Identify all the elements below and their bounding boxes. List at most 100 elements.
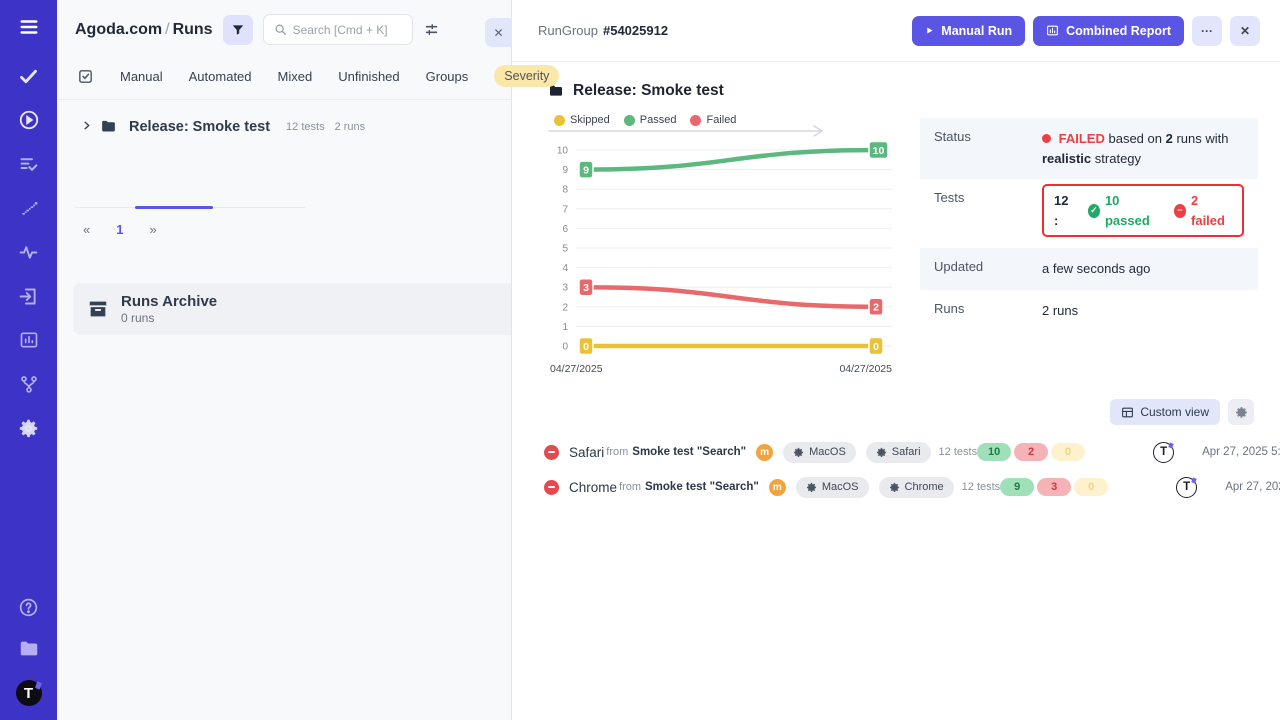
chart-plot-area: 0 1 2 3 4 5 6 7 8 9 10 0 0 9 10 3 2 xyxy=(557,140,892,356)
tab-severity[interactable]: Severity xyxy=(494,65,560,87)
projects-folder-icon[interactable] xyxy=(18,638,40,660)
legend-passed[interactable]: Passed xyxy=(623,114,676,126)
svg-text:7: 7 xyxy=(562,204,568,215)
result-counts: 10 2 0 xyxy=(977,443,1086,461)
tab-groups[interactable]: Groups xyxy=(425,68,469,84)
folder-icon xyxy=(100,118,117,135)
run-group-status-table: Status FAILED based on 2 runs with reali… xyxy=(920,118,1258,375)
svg-text:4: 4 xyxy=(562,263,568,274)
run-row-chrome[interactable]: Chrome from Smoke test "Search" m MacOS … xyxy=(512,470,1280,504)
run-group-meta: 12 tests 2 runs xyxy=(286,121,375,133)
detail-title: Release: Smoke test xyxy=(573,82,724,99)
view-settings-gear-icon[interactable] xyxy=(1228,399,1254,425)
svg-text:5: 5 xyxy=(562,244,568,255)
more-options-button[interactable]: ··· xyxy=(1192,15,1222,46)
main-sidebar: T xyxy=(0,0,57,720)
tests-count: 12 tests xyxy=(286,120,325,133)
runs-play-circle-icon[interactable] xyxy=(18,109,40,131)
collapse-panel-button[interactable]: ✕ xyxy=(485,18,512,47)
chart-legend: Skipped Passed Failed xyxy=(554,114,736,126)
activity-pulse-icon[interactable] xyxy=(18,241,40,263)
run-timestamp: Apr 27, 2025 5:53 PM xyxy=(1225,481,1280,493)
passed-count-pill: 10 xyxy=(977,443,1012,461)
os-pill: MacOS xyxy=(795,476,869,498)
run-group-tree-item[interactable]: Release: Smoke test 12 tests 2 runs xyxy=(57,100,511,145)
archive-subtitle: 0 runs xyxy=(121,311,155,325)
page-1-button[interactable]: 1 xyxy=(116,222,124,237)
import-icon[interactable] xyxy=(18,285,40,307)
manual-badge: m xyxy=(756,443,774,461)
svg-text:10: 10 xyxy=(873,145,885,157)
tab-automated[interactable]: Automated xyxy=(188,68,252,84)
legend-failed[interactable]: Failed xyxy=(690,114,736,126)
legend-dot-icon xyxy=(623,114,635,126)
close-detail-button[interactable]: ✕ xyxy=(1230,15,1260,46)
select-all-checkbox-icon[interactable] xyxy=(77,68,94,85)
view-settings-sliders-icon[interactable] xyxy=(423,21,440,38)
passed-count-pill: 9 xyxy=(1000,478,1035,496)
breadcrumb-page: Runs xyxy=(172,20,213,38)
svg-text:0: 0 xyxy=(873,341,879,353)
chevron-right-icon[interactable] xyxy=(81,120,92,134)
browser-pill: Safari xyxy=(865,441,931,463)
avatar: T xyxy=(1153,441,1175,463)
svg-text:9: 9 xyxy=(583,164,589,176)
breadcrumb-project[interactable]: Agoda.com xyxy=(75,20,163,38)
runs-archive-item[interactable]: Runs Archive 0 runs xyxy=(73,283,511,335)
reports-bar-chart-icon[interactable] xyxy=(18,329,40,351)
status-badge: FAILED xyxy=(1058,131,1105,146)
failed-status-icon xyxy=(544,479,559,495)
folder-icon xyxy=(548,83,564,99)
svg-text:2: 2 xyxy=(562,302,568,313)
tests-row: Tests 12 : ✓ 10 passed −2 failed xyxy=(920,179,1258,248)
run-browser-name: Chrome xyxy=(569,479,618,495)
svg-text:8: 8 xyxy=(562,185,568,196)
result-counts: 9 3 0 xyxy=(1000,478,1109,496)
runs-row: Runs 2 runs xyxy=(920,290,1258,332)
updated-value: a few seconds ago xyxy=(1042,261,1151,276)
run-group-detail-panel: RunGroup #54025912 Manual Run Combined R… xyxy=(512,0,1280,720)
svg-text:10: 10 xyxy=(557,146,569,157)
archive-box-icon xyxy=(87,298,109,320)
test-plans-icon[interactable] xyxy=(18,153,40,175)
runs-trend-chart: Skipped Passed Failed 0 1 2 3 4 5 6 7 8 9 10 0 0 9 10 3 2 … xyxy=(546,114,902,375)
tests-check-icon[interactable] xyxy=(18,65,40,87)
prev-page-button[interactable]: « xyxy=(83,222,91,237)
run-row-safari[interactable]: Safari from Smoke test "Search" m MacOS … xyxy=(512,435,1280,469)
next-page-button[interactable]: » xyxy=(149,222,157,237)
runs-list-panel: Agoda.com/Runs Manual Automated Mixed Un… xyxy=(57,0,560,720)
status-row: Status FAILED based on 2 runs with reali… xyxy=(920,118,1258,179)
tab-mixed[interactable]: Mixed xyxy=(277,68,313,84)
account-logo-t[interactable]: T xyxy=(15,680,42,706)
legend-skipped[interactable]: Skipped xyxy=(554,114,610,126)
branch-icon[interactable] xyxy=(18,373,40,395)
svg-text:0: 0 xyxy=(583,341,589,353)
tab-unfinished[interactable]: Unfinished xyxy=(338,68,400,84)
pagination: « 1 » xyxy=(75,206,305,237)
help-icon[interactable] xyxy=(18,596,40,618)
updated-row: Updated a few seconds ago xyxy=(920,248,1258,290)
hamburger-menu-icon[interactable] xyxy=(18,16,40,43)
combined-report-button[interactable]: Combined Report xyxy=(1033,15,1184,46)
settings-gear-icon[interactable] xyxy=(18,417,40,439)
search-box[interactable] xyxy=(262,14,413,45)
x-axis-start-date: 04/27/2025 xyxy=(550,363,603,375)
manual-run-button[interactable]: Manual Run xyxy=(912,15,1026,46)
search-input[interactable] xyxy=(292,22,403,37)
legend-dot-icon xyxy=(554,114,565,126)
search-icon xyxy=(274,23,287,36)
run-group-label: RunGroup xyxy=(538,23,598,38)
run-source: Smoke test "Search" xyxy=(645,481,759,493)
filter-button[interactable] xyxy=(222,14,253,45)
run-tests-count: 12 tests xyxy=(961,481,1001,493)
svg-text:3: 3 xyxy=(562,283,568,294)
minus-circle-icon: − xyxy=(1173,203,1187,218)
tests-total: 12 : xyxy=(1054,193,1069,228)
svg-text:0: 0 xyxy=(562,342,568,353)
milestones-steps-icon[interactable] xyxy=(18,197,40,219)
tab-manual[interactable]: Manual xyxy=(120,68,163,84)
detail-header: RunGroup #54025912 Manual Run Combined R… xyxy=(512,0,1280,62)
custom-view-button[interactable]: Custom view xyxy=(1110,399,1220,425)
skipped-count-pill: 0 xyxy=(1051,443,1086,461)
